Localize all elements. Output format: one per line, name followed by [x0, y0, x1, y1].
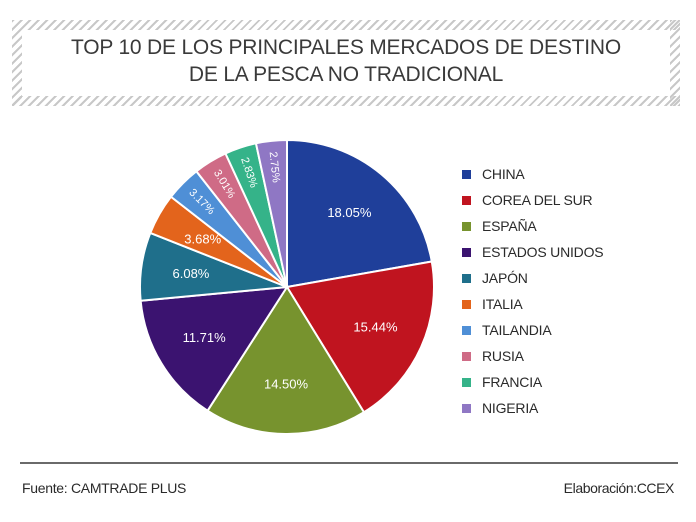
- legend-swatch-francia: [462, 377, 471, 387]
- legend-swatch-nigeria: [462, 403, 471, 413]
- legend-item-italia: ITALIA: [462, 291, 603, 317]
- pie-label-estados-unidos: 11.71%: [183, 330, 227, 345]
- title-hatch-right: [670, 20, 680, 106]
- chart-title-line2: DE LA PESCA NO TRADICIONAL: [188, 63, 504, 86]
- pie-label-espana: 14.50%: [264, 377, 309, 392]
- pie-slice-espana: [206, 285, 366, 435]
- legend-label-francia: FRANCIA: [482, 374, 543, 390]
- legend-label-nigeria: NIGERIA: [482, 400, 539, 416]
- title-hatch-top: [12, 20, 680, 30]
- legend-item-francia: FRANCIA: [462, 369, 603, 395]
- legend-swatch-corea-del-sur: [462, 195, 471, 205]
- title-hatch-bottom: [12, 96, 680, 106]
- footer-source: Fuente: CAMTRADE PLUS: [22, 480, 187, 496]
- legend-label-estados-unidos: ESTADOS UNIDOS: [482, 244, 604, 260]
- legend-swatch-japon: [462, 273, 471, 283]
- legend-label-china: CHINA: [482, 166, 525, 182]
- footer-divider: [20, 462, 678, 464]
- legend-item-tailandia: TAILANDIA: [462, 317, 603, 343]
- pie-slice-estados-unidos: [139, 285, 289, 413]
- title-box: TOP 10 DE LOS PRINCIPALES MERCADOS DE DE…: [12, 20, 680, 106]
- legend-label-espana: ESPAÑA: [482, 218, 537, 234]
- pie-slice-nigeria: [254, 138, 288, 288]
- pie-label-japon: 6.08%: [173, 266, 210, 281]
- legend-item-corea-del-sur: COREA DEL SUR: [462, 187, 603, 213]
- legend-item-china: CHINA: [462, 161, 603, 187]
- legend-swatch-tailandia: [462, 325, 471, 335]
- title-hatch-left: [12, 20, 22, 106]
- legend-label-rusia: RUSIA: [482, 348, 524, 364]
- legend-swatch-rusia: [462, 351, 471, 361]
- chart-title: TOP 10 DE LOS PRINCIPALES MERCADOS DE DE…: [22, 34, 670, 88]
- legend-swatch-espana: [462, 221, 471, 231]
- legend-item-espana: ESPAÑA: [462, 213, 603, 239]
- legend-item-nigeria: NIGERIA: [462, 395, 603, 421]
- pie-label-corea-del-sur: 15.44%: [353, 319, 398, 334]
- pie-slice-china: [286, 138, 433, 289]
- pie-label-nigeria: 2.75%: [267, 151, 282, 184]
- legend-item-estados-unidos: ESTADOS UNIDOS: [462, 239, 604, 265]
- pie-slice-corea-del-sur: [285, 260, 435, 414]
- legend-swatch-estados-unidos: [462, 247, 471, 257]
- legend-label-tailandia: TAILANDIA: [482, 322, 552, 338]
- footer-credit: Elaboración:CCEX: [563, 480, 675, 496]
- legend-swatch-china: [462, 169, 471, 179]
- legend-label-japon: JAPÓN: [482, 270, 528, 286]
- chart-title-line1: TOP 10 DE LOS PRINCIPALES MERCADOS DE DE…: [71, 36, 621, 59]
- legend-swatch-italia: [462, 299, 471, 309]
- legend: CHINA COREA DEL SUR ESPAÑA ESTADOS UNIDOS JA…: [462, 161, 604, 421]
- pie-label-china: 18.05%: [327, 205, 372, 220]
- legend-label-italia: ITALIA: [482, 296, 523, 312]
- legend-item-japon: JAPÓN: [462, 265, 603, 291]
- legend-item-rusia: RUSIA: [462, 343, 603, 369]
- legend-label-corea-del-sur: COREA DEL SUR: [482, 192, 593, 208]
- pie-label-italia: 3.68%: [184, 231, 221, 246]
